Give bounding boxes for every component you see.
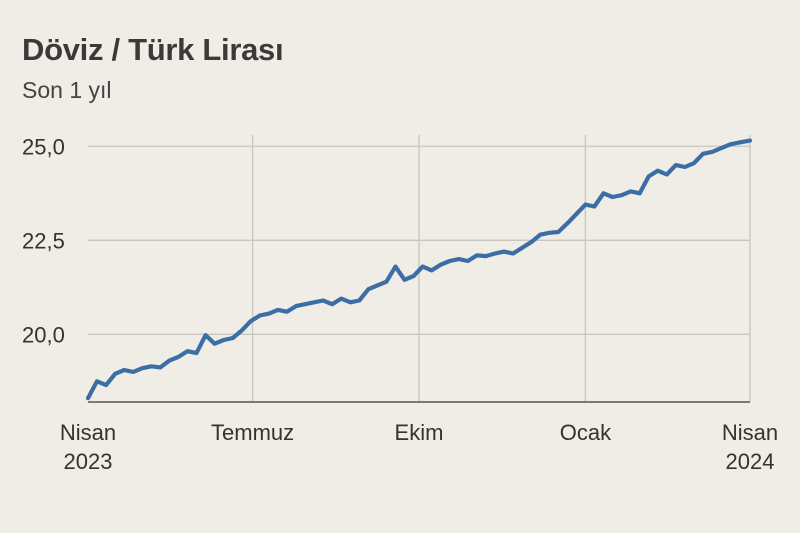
x-tick-label: Nisan 2024	[722, 420, 778, 474]
x-tick-label: Nisan 2023	[60, 420, 116, 474]
grid-lines	[88, 135, 751, 402]
x-tick-label: Ekim	[395, 420, 444, 445]
series-line	[85, 138, 753, 401]
x-tick-label: Ocak	[560, 420, 612, 445]
chart-title: Döviz / Türk Lirası	[22, 32, 284, 67]
series-group	[85, 138, 753, 401]
x-tick-label: Temmuz	[211, 420, 294, 445]
y-tick-label: 25,0	[22, 134, 65, 159]
y-tick-label: 20,0	[22, 322, 65, 347]
chart-subtitle: Son 1 yıl	[22, 77, 112, 103]
x-tick-labels: Nisan 2023 Temmuz Ekim Ocak Nisan 2024	[60, 420, 778, 474]
y-tick-label: 22,5	[22, 228, 65, 253]
y-tick-labels: 20,0 22,5 25,0	[22, 134, 65, 347]
